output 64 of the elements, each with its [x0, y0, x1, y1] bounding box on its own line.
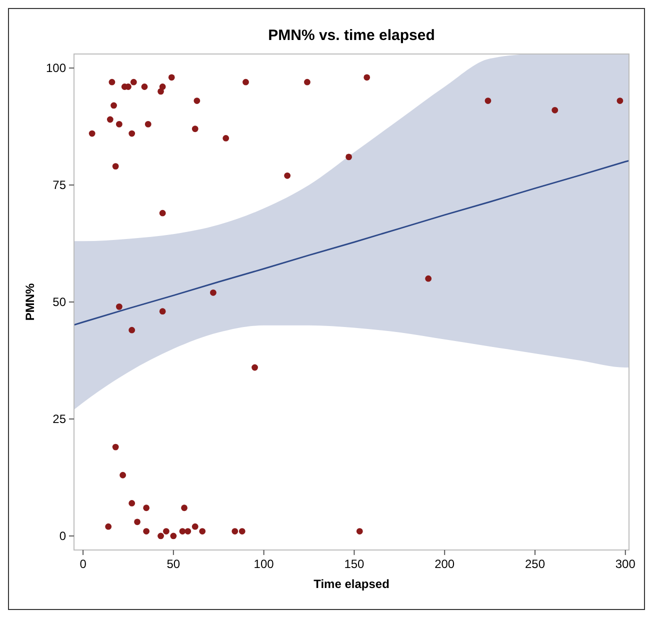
point — [184, 528, 192, 534]
y-axis-title: PMN% — [23, 283, 37, 321]
point — [116, 120, 122, 128]
point — [158, 532, 164, 540]
point — [252, 364, 258, 371]
point — [106, 116, 114, 123]
point — [346, 154, 352, 160]
x-tick-label: 200 — [434, 557, 455, 571]
point — [238, 528, 246, 534]
point — [128, 326, 136, 334]
point — [143, 504, 150, 512]
x-tick-label: 150 — [344, 557, 365, 571]
point — [128, 130, 136, 137]
point — [356, 528, 363, 534]
point — [112, 163, 119, 170]
point — [110, 102, 117, 109]
point — [112, 444, 119, 450]
y-tick-label: 25 — [52, 412, 66, 426]
point — [168, 74, 175, 81]
point — [616, 98, 624, 104]
point — [159, 210, 166, 216]
point — [210, 289, 216, 296]
point — [284, 172, 291, 179]
point — [170, 532, 177, 540]
point — [159, 308, 166, 315]
point — [242, 78, 249, 86]
chart-title: PMN% vs. time elapsed — [268, 27, 435, 44]
point — [232, 528, 238, 534]
point — [181, 504, 188, 512]
y-tick-label: 50 — [52, 295, 66, 309]
line-series — [74, 160, 629, 326]
x-tick-label: 50 — [166, 557, 180, 571]
y-tick-label: 75 — [52, 178, 66, 192]
point — [425, 275, 432, 282]
point — [128, 500, 136, 506]
point — [484, 98, 492, 104]
point — [364, 74, 370, 81]
point — [199, 528, 206, 534]
x-tick-label: 100 — [254, 557, 274, 571]
point — [116, 303, 122, 310]
point — [120, 472, 126, 478]
point — [163, 528, 170, 534]
point — [143, 528, 150, 534]
point — [130, 78, 137, 86]
point — [159, 84, 166, 90]
point — [108, 78, 116, 86]
point — [88, 130, 96, 137]
x-tick-label: 300 — [615, 557, 636, 571]
point — [552, 106, 558, 114]
point — [194, 98, 200, 104]
point — [144, 120, 152, 128]
point — [222, 135, 230, 142]
point — [192, 126, 198, 132]
point — [105, 523, 112, 530]
y-tick-label: 0 — [59, 528, 66, 543]
x-tick-label: 250 — [524, 557, 546, 571]
y-tick-label: 100 — [46, 61, 66, 76]
point — [304, 78, 310, 86]
point — [192, 523, 198, 530]
point — [134, 518, 140, 526]
x-tick-label: 0 — [80, 557, 87, 571]
point — [179, 528, 186, 534]
x-axis-title: Time elapsed — [314, 577, 390, 591]
point — [141, 84, 148, 90]
